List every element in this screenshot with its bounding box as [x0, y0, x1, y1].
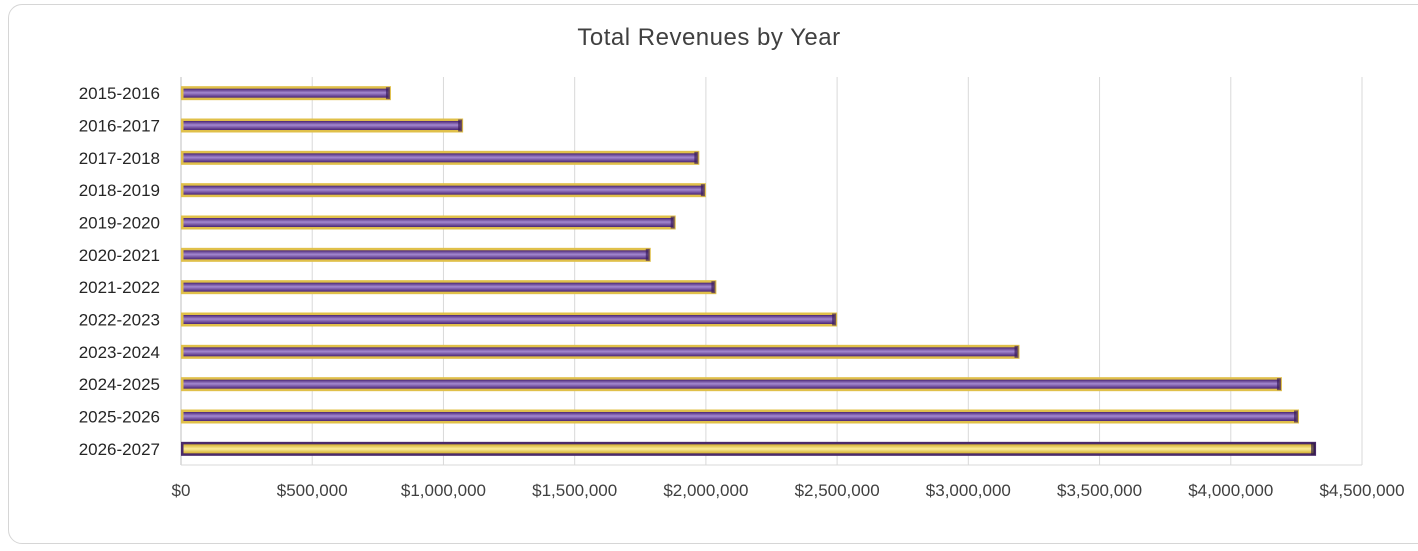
category-label: 2023-2024: [79, 343, 160, 362]
x-tick-label: $3,500,000: [1057, 481, 1142, 500]
bar-fill: [184, 250, 649, 259]
bar-fill: [184, 153, 697, 162]
bar: [181, 248, 651, 262]
gridlines: [181, 77, 1362, 465]
category-label: 2026-2027: [79, 440, 160, 459]
bar-fill: [184, 444, 1314, 453]
bar-end: [1311, 443, 1315, 455]
bar-end: [701, 184, 705, 196]
category-label: 2015-2016: [79, 84, 160, 103]
x-tick-label: $3,000,000: [926, 481, 1011, 500]
bar-end: [1294, 411, 1298, 423]
bar-fill: [184, 121, 461, 130]
bar-end: [386, 87, 390, 99]
category-label: 2016-2017: [79, 117, 160, 136]
category-label: 2021-2022: [79, 278, 160, 297]
x-tick-labels: $0 $500,000 $1,000,000 $1,500,000 $2,000,000…: [172, 481, 1405, 500]
bar-fill: [184, 315, 835, 324]
x-tick-label: $2,500,000: [795, 481, 880, 500]
category-label: 2017-2018: [79, 149, 160, 168]
category-label: 2024-2025: [79, 375, 160, 394]
bar-end: [694, 152, 698, 164]
category-labels: 2015-2016 2016-2017 2017-2018 2018-2019 2019…: [79, 84, 160, 459]
bar-end: [711, 281, 715, 293]
bar-fill: [184, 186, 704, 195]
bar-end: [646, 249, 650, 261]
bar-fill: [184, 347, 1018, 356]
bar-fill: [184, 412, 1297, 421]
bar-end: [1277, 378, 1281, 390]
bar: [181, 151, 699, 165]
bar: [181, 119, 463, 133]
bar: [181, 86, 391, 100]
category-label: 2022-2023: [79, 311, 160, 330]
bar: [181, 313, 837, 327]
x-tick-label: $500,000: [277, 481, 348, 500]
bar: [181, 345, 1020, 359]
x-tick-label: $1,000,000: [401, 481, 486, 500]
bar: [181, 410, 1299, 424]
bar-end: [1015, 346, 1019, 358]
category-label: 2019-2020: [79, 214, 160, 233]
bar-fill: [184, 283, 714, 292]
bars: [181, 86, 1316, 456]
category-label: 2025-2026: [79, 408, 160, 427]
bar-fill: [184, 380, 1280, 389]
x-tick-label: $4,500,000: [1319, 481, 1404, 500]
x-tick-label: $1,500,000: [532, 481, 617, 500]
bar: [181, 377, 1282, 391]
bar: [181, 280, 716, 294]
category-label: 2020-2021: [79, 246, 160, 265]
bar-end: [458, 120, 462, 132]
bar-end: [832, 314, 836, 326]
bar-fill: [184, 218, 674, 227]
x-tick-label: $2,000,000: [663, 481, 748, 500]
x-tick-label: $0: [172, 481, 191, 500]
bar: [181, 442, 1316, 456]
bar: [181, 183, 706, 197]
bar: [181, 216, 676, 230]
category-label: 2018-2019: [79, 181, 160, 200]
bar-end: [671, 217, 675, 229]
x-tick-label: $4,000,000: [1188, 481, 1273, 500]
bar-fill: [184, 89, 389, 98]
